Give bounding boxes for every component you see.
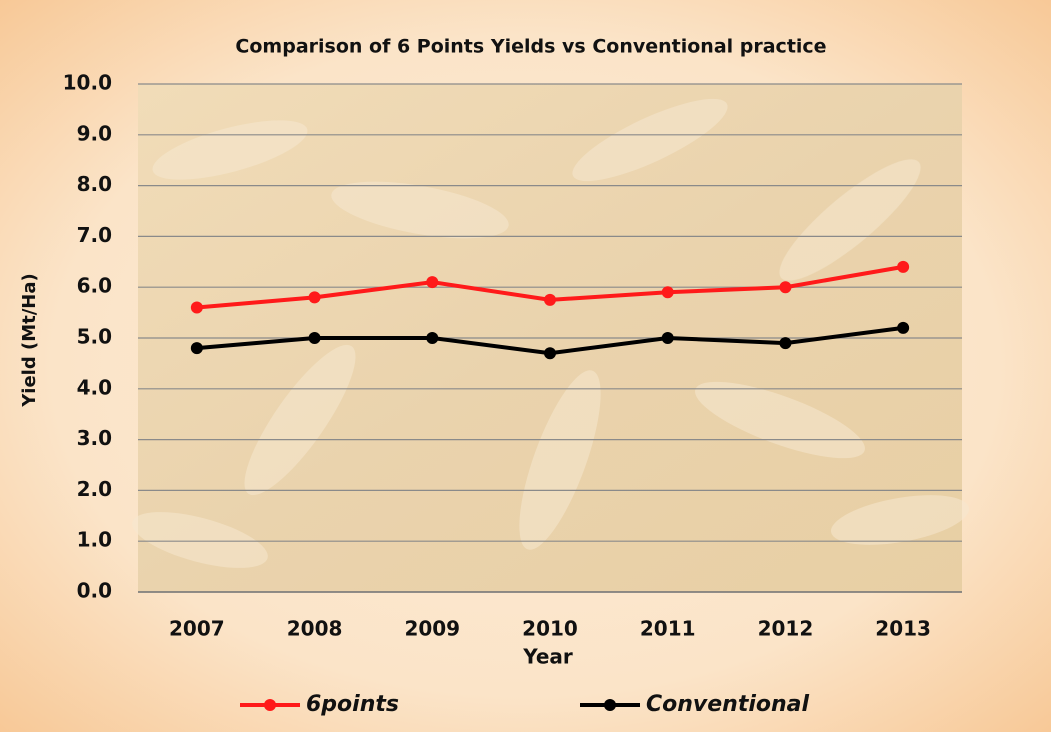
x-tick-label: 2013 [875,617,931,641]
y-tick-label: 8.0 [77,172,112,196]
y-tick-label: 4.0 [77,375,112,399]
x-tick-label: 2010 [522,617,578,641]
data-point [897,322,909,334]
y-tick-label: 10.0 [63,71,112,95]
chart: Comparison of 6 Points Yields vs Convent… [0,0,1051,732]
data-point [897,261,909,273]
data-point [544,347,556,359]
x-tick-label: 2009 [404,617,460,641]
x-tick-label: 2007 [169,617,225,641]
y-tick-label: 2.0 [77,477,112,501]
data-point [191,342,203,354]
data-point [426,332,438,344]
y-tick-label: 1.0 [77,528,112,552]
data-point [662,286,674,298]
x-tick-label: 2011 [640,617,696,641]
chart-title: Comparison of 6 Points Yields vs Convent… [235,36,826,58]
y-tick-label: 6.0 [77,274,112,298]
legend-label: Conventional [646,692,810,717]
data-point [662,332,674,344]
y-tick-label: 5.0 [77,325,112,349]
y-tick-label: 3.0 [77,426,112,450]
y-tick-label: 7.0 [77,223,112,247]
data-point [779,281,791,293]
data-point [309,291,321,303]
legend-marker [604,699,616,711]
data-point [191,302,203,314]
legend-marker [264,699,276,711]
data-point [309,332,321,344]
x-tick-label: 2012 [758,617,814,641]
x-axis-label: Year [522,645,573,669]
y-tick-label: 0.0 [77,579,112,603]
y-tick-label: 9.0 [77,121,112,145]
legend-label: 6points [306,692,399,717]
data-point [426,276,438,288]
data-point [544,294,556,306]
y-axis-label: Yield (Mt/Ha) [19,273,40,408]
data-point [779,337,791,349]
x-tick-label: 2008 [287,617,343,641]
